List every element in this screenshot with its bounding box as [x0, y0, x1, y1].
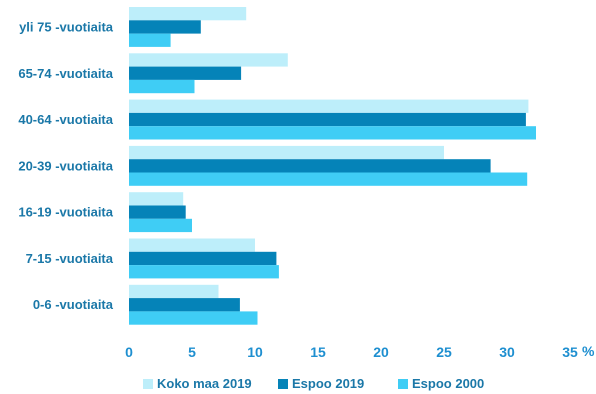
bar-1-5 [129, 192, 184, 206]
bar-1-7 [129, 284, 219, 299]
bar-1-4 [129, 145, 444, 160]
category-labels: yli 75 -vuotiaita 65-74 -vuotiaita 40-64 -… [18, 20, 113, 313]
x-tick-label: 30 [499, 344, 515, 360]
legend-swatch-1 [143, 379, 153, 389]
category-label: 20-39 -vuotiaita [18, 158, 113, 173]
bar-2-6 [129, 251, 277, 266]
legend: Koko maa 2019 Espoo 2019 Espoo 2000 [143, 376, 484, 391]
category-label: 16-19 -vuotiaita [18, 205, 113, 220]
category-label: 7-15 -vuotiaita [26, 251, 114, 266]
bar-3-6 [129, 265, 279, 279]
bar-2-5 [129, 205, 186, 219]
bar-2-4 [129, 159, 491, 173]
x-tick-label: 10 [247, 344, 263, 360]
legend-swatch-2 [278, 379, 288, 389]
category-label: yli 75 -vuotiaita [19, 20, 114, 35]
legend-label-2: Espoo 2019 [292, 376, 364, 391]
bar-1-1 [129, 7, 247, 21]
x-axis-ticks: 0 5 10 15 20 25 30 35 [125, 344, 578, 360]
bar-3-1 [129, 33, 171, 47]
x-tick-label: 0 [125, 344, 133, 360]
bar-3-3 [129, 126, 536, 140]
x-tick-label: 35 [562, 344, 578, 360]
bar-2-1 [129, 20, 201, 34]
bars-group [129, 7, 536, 325]
bar-3-2 [129, 79, 195, 94]
bar-2-3 [129, 112, 526, 127]
x-tick-label: 25 [436, 344, 452, 360]
category-label: 0-6 -vuotiaita [33, 297, 114, 312]
bar-2-2 [129, 66, 242, 80]
x-tick-label: 20 [373, 344, 389, 360]
bar-3-7 [129, 311, 258, 325]
legend-swatch-3 [398, 379, 408, 389]
x-tick-label: 5 [188, 344, 196, 360]
bar-1-3 [129, 99, 529, 113]
bar-1-6 [129, 238, 255, 252]
legend-label-3: Espoo 2000 [412, 376, 484, 391]
category-label: 65-74 -vuotiaita [18, 66, 113, 81]
bar-1-2 [129, 53, 288, 67]
legend-label-1: Koko maa 2019 [157, 376, 252, 391]
bar-2-7 [129, 298, 240, 312]
x-tick-label: 15 [310, 344, 326, 360]
bar-3-5 [129, 218, 192, 233]
x-axis-unit: % [582, 343, 595, 359]
bar-3-4 [129, 172, 528, 186]
category-label: 40-64 -vuotiaita [18, 112, 113, 127]
